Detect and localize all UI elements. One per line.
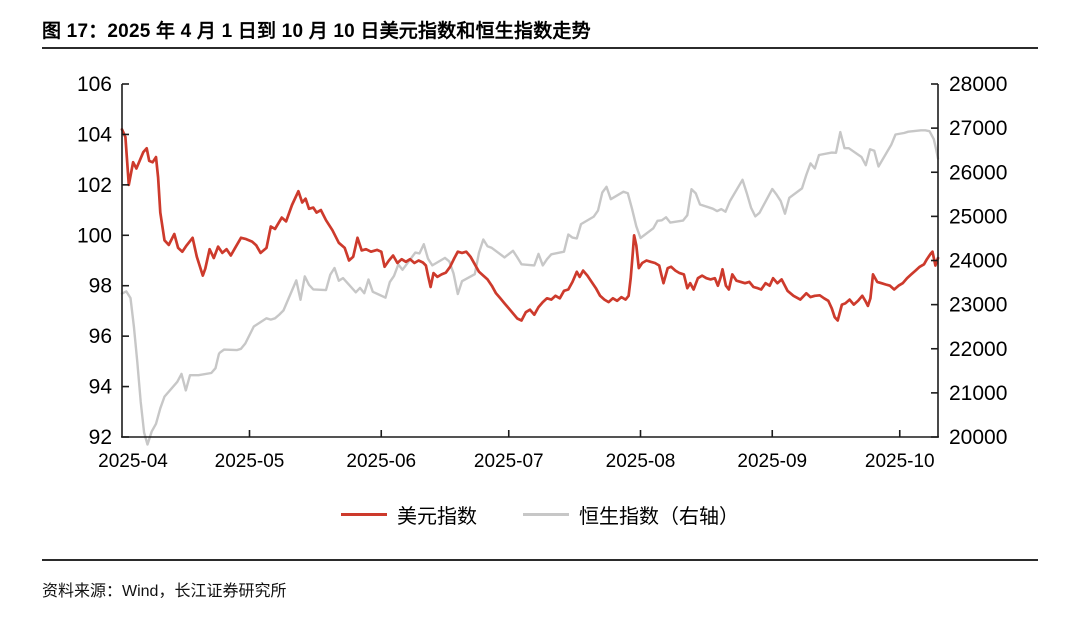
left-axis-tick-label: 104 — [77, 123, 112, 146]
legend-item-usd-index: 美元指数 — [341, 500, 477, 529]
left-axis-tick-label: 98 — [89, 275, 112, 298]
right-axis-tick-label: 25000 — [949, 205, 1007, 228]
right-axis-tick-label: 24000 — [949, 250, 1007, 273]
left-axis-tick-label: 94 — [89, 376, 113, 399]
figure-title: 图 17：2025 年 4 月 1 日到 10 月 10 日美元指数和恒生指数走… — [42, 21, 591, 42]
legend-label-usd: 美元指数 — [397, 506, 477, 528]
x-axis-tick-label: 2025-05 — [215, 451, 285, 472]
right-axis-tick-label: 20000 — [949, 426, 1007, 449]
left-axis-tick-label: 102 — [77, 174, 112, 197]
hang-seng-line — [120, 129, 940, 446]
right-axis-tick-label: 26000 — [949, 161, 1007, 184]
right-axis-tick-label: 23000 — [949, 294, 1007, 317]
x-axis-tick-label: 2025-08 — [606, 451, 676, 472]
title-divider — [42, 47, 1038, 49]
right-axis-tick-label: 28000 — [949, 73, 1007, 96]
right-axis-tick-label: 22000 — [949, 338, 1007, 361]
hsi-line-swatch — [523, 513, 569, 516]
legend-label-hsi: 恒生指数（右轴） — [579, 506, 739, 528]
left-axis-tick-label: 92 — [89, 426, 112, 449]
source-note: 资料来源：Wind，长江证券研究所 — [42, 583, 287, 600]
right-axis-tick-label: 27000 — [949, 117, 1007, 140]
left-axis-tick-label: 106 — [77, 73, 112, 96]
x-axis-tick-label: 2025-04 — [98, 451, 168, 472]
left-axis-tick-label: 100 — [77, 224, 112, 247]
footer-divider — [42, 559, 1038, 561]
right-axis-tick-label: 21000 — [949, 382, 1007, 405]
usd-line-swatch — [341, 513, 387, 516]
chart-legend: 美元指数 恒生指数（右轴） — [0, 500, 1080, 529]
left-axis-tick-label: 96 — [89, 325, 112, 348]
x-axis-tick-label: 2025-06 — [346, 451, 416, 472]
usd-index-line — [120, 128, 940, 322]
legend-item-hang-seng: 恒生指数（右轴） — [523, 500, 739, 529]
x-axis-tick-label: 2025-07 — [474, 451, 544, 472]
x-axis-tick-label: 2025-09 — [737, 451, 807, 472]
x-axis-tick-label: 2025-10 — [865, 451, 935, 472]
